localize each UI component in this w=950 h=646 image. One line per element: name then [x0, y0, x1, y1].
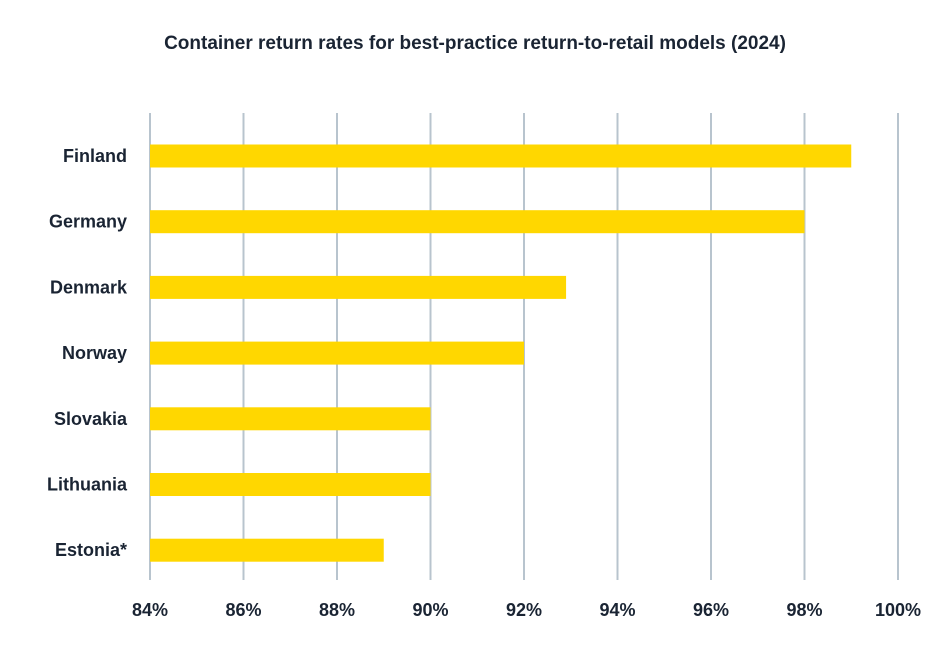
bar-denmark	[150, 275, 567, 299]
x-tick-label-86: 86%	[225, 600, 261, 620]
bar-germany	[150, 210, 805, 234]
category-label-denmark: Denmark	[50, 277, 128, 297]
x-tick-label-90: 90%	[412, 600, 448, 620]
x-tick-label-88: 88%	[319, 600, 355, 620]
bar-finland	[150, 144, 852, 168]
bar-lithuania	[150, 473, 431, 496]
bar-slovakia	[150, 407, 431, 431]
category-label-finland: Finland	[63, 146, 127, 166]
x-tick-label-84: 84%	[132, 600, 168, 620]
category-labels: Finland Germany Denmark Norway Slovakia Lithu…	[47, 146, 128, 560]
category-label-slovakia: Slovakia	[54, 409, 128, 429]
category-label-estonia: Estonia*	[55, 540, 127, 560]
x-tick-label-96: 96%	[693, 600, 729, 620]
x-tick-label-98: 98%	[786, 600, 822, 620]
category-label-lithuania: Lithuania	[47, 475, 128, 495]
x-tick-labels: 84% 86% 88% 90% 92% 94% 96% 98% 100%	[132, 600, 921, 620]
bar-norway	[150, 341, 524, 365]
chart-title: Container return rates for best-practice…	[164, 33, 786, 54]
x-tick-label-94: 94%	[599, 600, 635, 620]
bar-estonia	[150, 538, 384, 562]
category-label-germany: Germany	[49, 212, 127, 232]
category-label-norway: Norway	[62, 343, 127, 363]
x-tick-label-100: 100%	[875, 600, 921, 620]
x-tick-label-92: 92%	[506, 600, 542, 620]
bars	[150, 144, 852, 562]
